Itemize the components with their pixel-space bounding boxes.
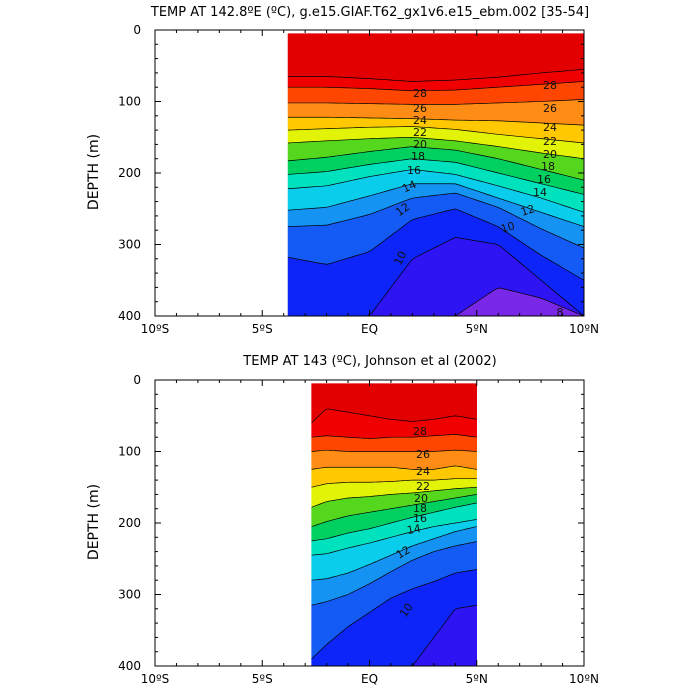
isotherm-line <box>311 486 477 508</box>
y-tick-label: 400 <box>118 659 141 673</box>
contour-label: 14 <box>400 178 418 196</box>
isotherm-line <box>287 208 585 281</box>
isotherm-line <box>311 526 477 581</box>
contour-label: 24 <box>413 114 427 127</box>
panel-bottom-ylabel: DEPTH (m) <box>86 484 102 560</box>
x-tick-label: 10ºN <box>569 672 599 686</box>
contour-label: 20 <box>414 492 428 505</box>
contour-label: 10 <box>392 249 410 267</box>
contour-label: 28 <box>413 425 427 438</box>
panel-bottom-fills <box>311 383 477 667</box>
contour-label: 24 <box>543 121 557 134</box>
contour-label: 20 <box>543 148 557 161</box>
isotherm-line <box>287 126 585 144</box>
isotherm-line <box>311 408 477 424</box>
x-tick-label: 5ºN <box>466 672 488 686</box>
y-tick-label: 100 <box>118 445 141 459</box>
y-tick-label: 100 <box>118 95 141 109</box>
isotherm-line <box>287 158 585 195</box>
contour-label: 18 <box>541 160 555 173</box>
contour-label: 22 <box>413 126 427 139</box>
x-tick-label: 10ºS <box>141 672 170 686</box>
y-tick-label: 0 <box>133 23 141 37</box>
contour-label: 16 <box>413 512 427 525</box>
isotherm-line <box>287 116 585 126</box>
x-tick-label: 5ºN <box>466 322 488 336</box>
contour-label: 16 <box>537 173 551 186</box>
x-tick-label: 5ºS <box>252 322 273 336</box>
contour-label: 12 <box>394 543 413 561</box>
isotherm-line <box>311 541 477 606</box>
isotherm-line <box>287 183 585 227</box>
contour-label: 14 <box>533 186 547 199</box>
y-tick-label: 300 <box>118 588 141 602</box>
contour-label: 20 <box>413 138 427 151</box>
panel-bottom-title: TEMP AT 143 (ºC), Johnson et al (2002) <box>242 354 496 369</box>
x-tick-label: 10ºN <box>569 322 599 336</box>
panel-top: TEMP AT 142.8ºE (ºC), g.e15.GIAF.T62_gx1… <box>86 5 599 336</box>
isotherm-line <box>311 478 477 488</box>
isotherm-line <box>287 169 585 213</box>
panel-bottom: TEMP AT 143 (ºC), Johnson et al (2002) D… <box>86 354 599 686</box>
contour-label: 26 <box>413 102 427 115</box>
contour-label: 22 <box>416 480 430 493</box>
contour-label: 28 <box>413 87 427 100</box>
x-tick-label: EQ <box>361 322 378 336</box>
contour-label: 14 <box>406 522 422 537</box>
isotherm-line <box>311 502 477 542</box>
panel-bottom-contour-labels: 28 26 24 22 20 18 16 14 12 10 <box>394 425 430 620</box>
panel-top-contour-lines <box>287 68 585 317</box>
panel-bottom-axes: 10ºS 5ºS EQ 5ºN 10ºN 0 100 200 300 400 <box>118 373 599 686</box>
isotherm-line <box>311 494 477 527</box>
contour-label: 12 <box>519 202 536 219</box>
isotherm-line <box>287 99 585 105</box>
y-tick-label: 300 <box>118 238 141 252</box>
y-tick-label: 200 <box>118 516 141 530</box>
contour-label: 8 <box>557 306 564 319</box>
contour-label: 26 <box>543 102 557 115</box>
panel-top-title: TEMP AT 142.8ºE (ºC), g.e15.GIAF.T62_gx1… <box>150 5 589 20</box>
x-tick-label: 10ºS <box>141 322 170 336</box>
contour-label: 18 <box>411 150 425 163</box>
isotherm-line <box>311 465 477 470</box>
contour-label: 28 <box>543 79 557 92</box>
isotherm-line <box>311 449 477 452</box>
y-tick-label: 200 <box>118 166 141 180</box>
isotherm-line <box>287 81 585 92</box>
contour-label: 10 <box>499 219 516 236</box>
y-tick-label: 400 <box>118 309 141 323</box>
isotherm-line <box>287 146 585 181</box>
isotherm-line <box>311 519 477 556</box>
contour-label: 26 <box>416 448 430 461</box>
y-tick-label: 0 <box>133 373 141 387</box>
x-tick-label: EQ <box>361 672 378 686</box>
x-tick-label: 5ºS <box>252 672 273 686</box>
isotherm-line <box>311 434 477 439</box>
isotherm-line <box>287 68 585 82</box>
isotherm-line <box>311 569 477 660</box>
isotherm-line <box>287 192 585 249</box>
contour-label: 24 <box>416 465 430 478</box>
contour-label: 16 <box>407 164 421 177</box>
contour-label: 22 <box>543 135 557 148</box>
isotherm-line <box>287 136 585 160</box>
panel-top-contour-labels: 28 26 24 22 20 18 16 14 12 10 28 26 24 2… <box>392 79 564 319</box>
contour-label: 18 <box>413 502 427 515</box>
panel-top-ylabel: DEPTH (m) <box>86 134 102 210</box>
panel-top-axes: 10ºS 5ºS EQ 5ºN 10ºN 0 100 200 300 400 <box>118 23 599 336</box>
